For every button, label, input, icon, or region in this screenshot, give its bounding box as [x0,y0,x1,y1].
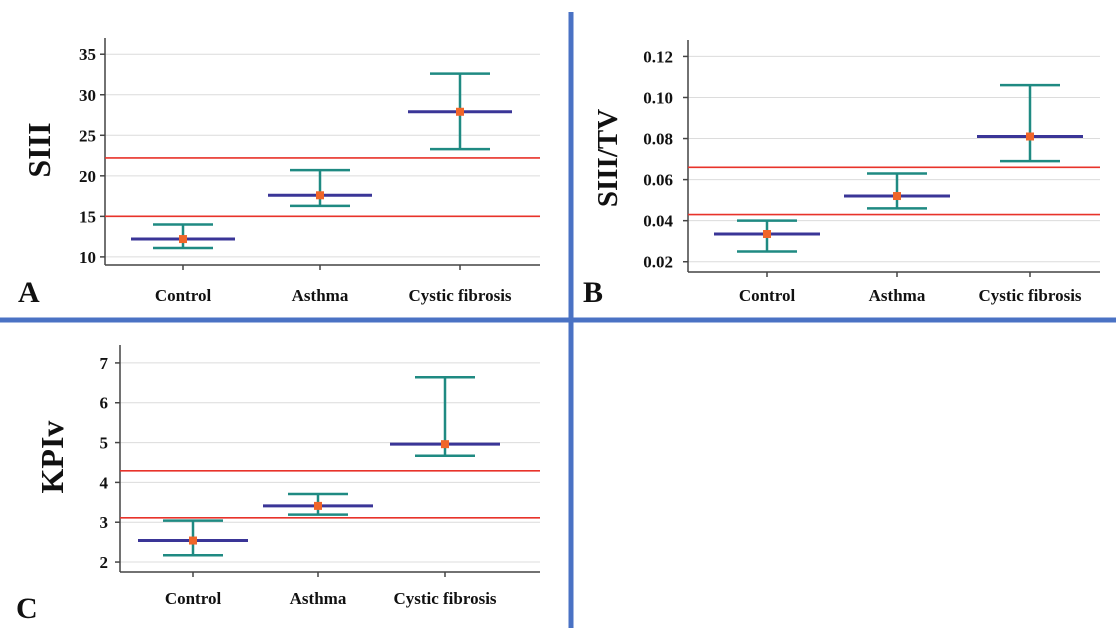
category-label: Cystic fibrosis [408,286,511,305]
mean-marker [316,191,324,200]
panel-label: C [16,592,38,625]
category-label: Cystic fibrosis [393,589,496,608]
category-label: Asthma [869,286,926,305]
category-label: Control [155,286,212,305]
y-tick-label: 6 [100,394,109,413]
y-axis-label: SIII/TV [592,109,624,207]
y-tick-label: 0.12 [643,47,673,66]
y-tick-label: 4 [100,473,109,492]
y-tick-label: 0.06 [643,171,673,190]
y-axis-label: SIII [21,122,57,177]
panel-label: B [583,276,603,309]
mean-marker [763,230,771,239]
mean-marker [456,107,464,116]
panel-c: 2 3 4 5 6 7 Control Asthma Cystic fibrosis KPIv C [16,345,540,625]
y-tick-label: 5 [100,434,109,453]
mean-marker [189,536,197,545]
y-tick-label: 30 [79,86,96,105]
y-tick-label: 25 [79,126,96,145]
y-tick-label: 35 [79,45,96,64]
y-tick-label: 0.08 [643,130,673,149]
y-tick-label: 10 [79,248,96,267]
category-label: Control [165,589,222,608]
mean-marker [179,235,187,244]
y-tick-label: 15 [79,207,96,226]
panel-b: 0.02 0.04 0.06 0.08 0.10 0.12 Control Asthma Cys… [583,40,1100,309]
panel-dividers [0,12,1116,628]
mean-marker [1026,132,1034,141]
category-label: Control [739,286,796,305]
category-label: Asthma [290,589,347,608]
mean-marker [893,192,901,201]
y-axis-label: KPIv [34,421,70,494]
panel-a: 10 15 20 25 30 35 Control Asthma Cystic fibrosis… [18,38,540,309]
category-label: Cystic fibrosis [978,286,1081,305]
panel-label: A [18,276,40,309]
mean-marker [441,440,449,449]
y-tick-label: 0.10 [643,88,673,107]
y-tick-label: 0.04 [643,212,673,231]
category-label: Asthma [292,286,349,305]
y-tick-label: 7 [100,354,109,373]
y-tick-label: 3 [100,513,109,532]
y-tick-label: 20 [79,167,96,186]
y-tick-label: 2 [100,553,109,572]
y-tick-label: 0.02 [643,253,673,272]
mean-marker [314,501,322,510]
